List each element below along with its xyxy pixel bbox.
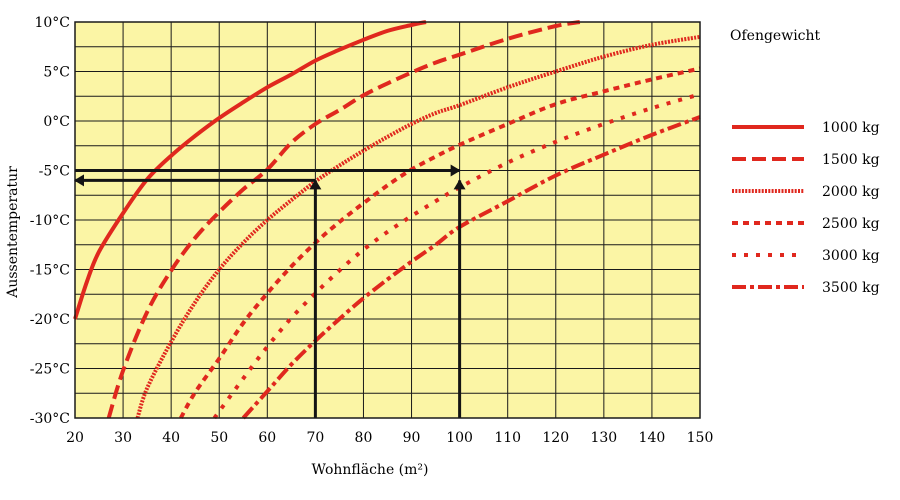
- legend-label-1000-kg: 1000 kg: [822, 120, 880, 136]
- y-tick-label: -10°C: [30, 213, 70, 229]
- legend-label-3500-kg: 3500 kg: [822, 280, 880, 296]
- series-line-1500-kg: [106, 20, 581, 419]
- legend-label-1500-kg: 1500 kg: [822, 152, 880, 168]
- y-tick-label: -30°C: [30, 411, 70, 427]
- x-tick-label: 100: [446, 430, 473, 446]
- legend-title: Ofengewicht: [730, 28, 821, 44]
- x-tick-label: 40: [162, 430, 180, 446]
- series-line-3500-kg: [241, 115, 701, 420]
- x-tick-label: 120: [542, 430, 569, 446]
- annotation-layer: [74, 164, 466, 418]
- x-tick-label: 20: [66, 430, 84, 446]
- x-tick-label: 130: [590, 430, 617, 446]
- y-tick-label: -20°C: [30, 312, 70, 328]
- y-tick-label: 10°C: [34, 15, 70, 31]
- x-tick-labels: 20 30 40 50 60 70 80 90 100 110 120 130 140 150: [66, 430, 713, 446]
- y-tick-label: 5°C: [43, 65, 70, 81]
- series-line-2000-kg: [135, 34, 701, 419]
- y-tick-labels: 10°C 5°C 0°C -5°C -10°C -15°C -20°C -25°C -30°C: [30, 15, 70, 427]
- x-tick-label: 70: [306, 430, 324, 446]
- y-tick-label: -15°C: [30, 263, 70, 279]
- series-layer: [73, 20, 701, 420]
- legend-label-2500-kg: 2500 kg: [822, 216, 880, 232]
- plot-frame: [74, 21, 701, 419]
- x-tick-label: 90: [403, 430, 421, 446]
- legend: 1000 kg 1500 kg 2000 kg 2500 kg 3000 kg 3500 …: [732, 120, 880, 296]
- x-axis-label: Wohnfläche (m²): [312, 462, 429, 478]
- legend-label-2000-kg: 2000 kg: [822, 184, 880, 200]
- x-tick-label: 80: [355, 430, 373, 446]
- y-tick-label: -5°C: [39, 164, 70, 180]
- legend-label-3000-kg: 3000 kg: [822, 248, 880, 264]
- x-tick-label: 140: [639, 430, 666, 446]
- x-tick-label: 60: [258, 430, 276, 446]
- series-line-1000-kg: [73, 20, 427, 320]
- x-tick-label: 150: [687, 430, 714, 446]
- series-line-2500-kg: [179, 66, 701, 419]
- y-axis-label: Aussentemperatur: [5, 166, 21, 299]
- y-tick-label: 0°C: [43, 114, 70, 130]
- x-tick-label: 110: [494, 430, 521, 446]
- x-tick-label: 50: [210, 430, 228, 446]
- x-tick-label: 30: [114, 430, 132, 446]
- y-tick-label: -25°C: [30, 362, 70, 378]
